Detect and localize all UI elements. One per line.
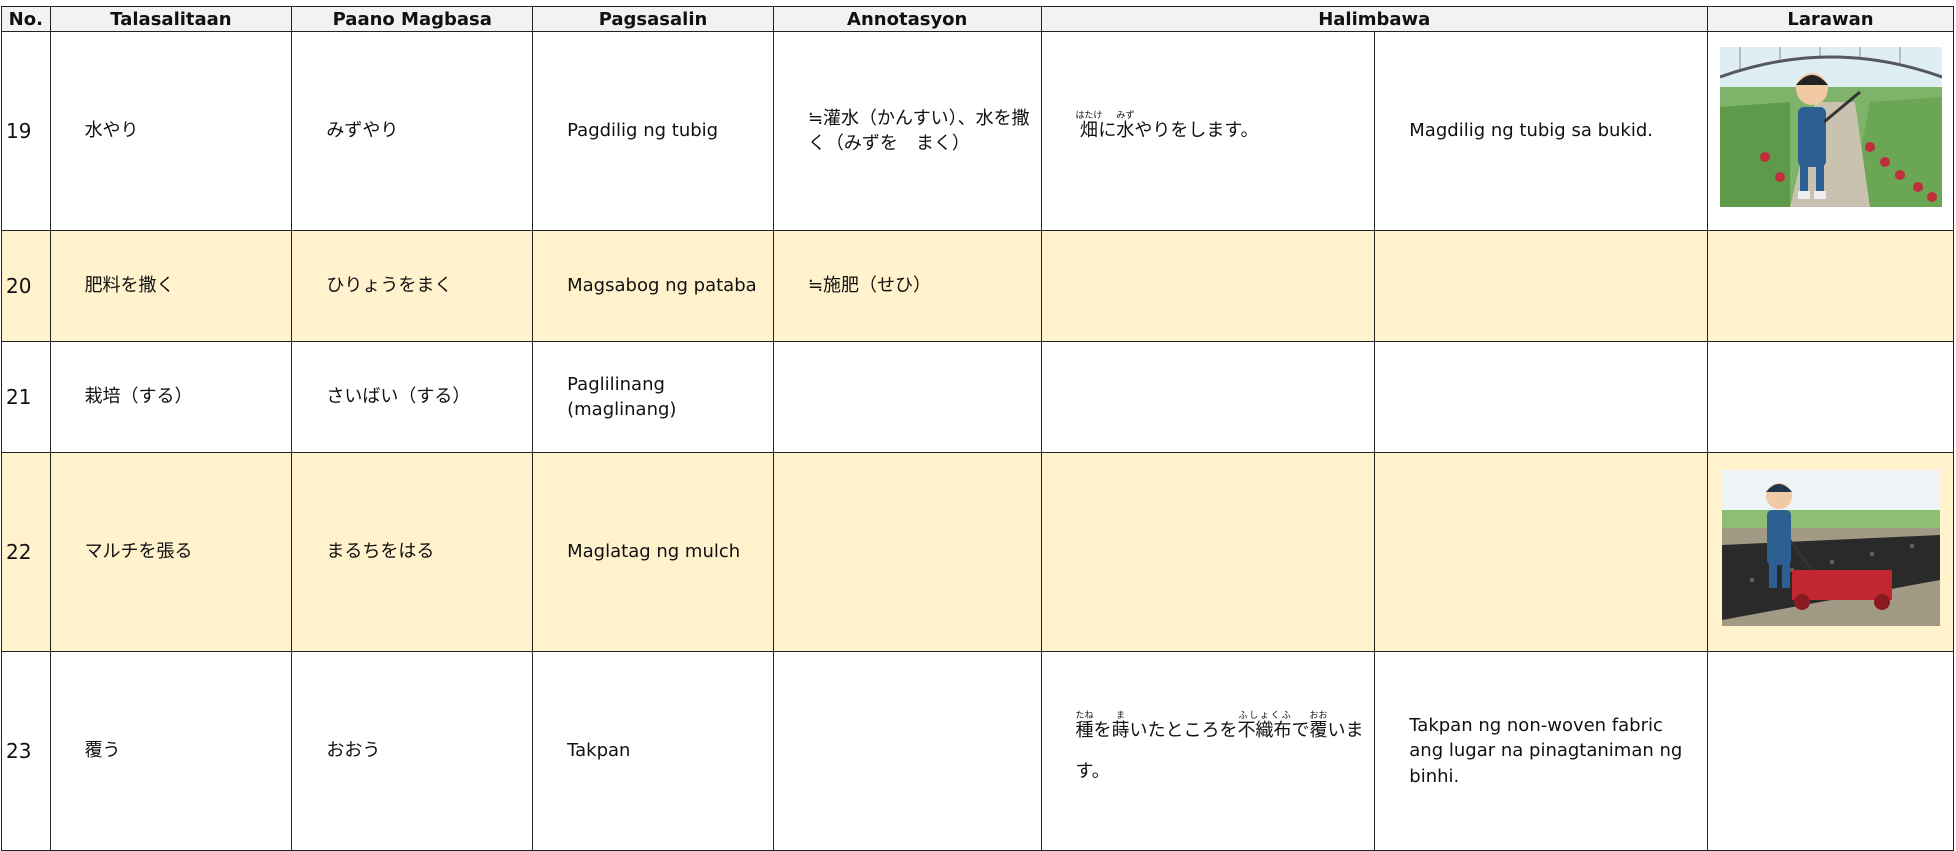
header-row: No. Talasalitaan Paano Magbasa Pagsasalin An… (1, 6, 1954, 32)
translation: Magsabog ng pataba (532, 230, 774, 342)
translation: Maglatag ng mulch (532, 452, 774, 652)
annotation: ≒施肥（せひ） (772, 230, 1042, 342)
column-header: No. (1, 6, 51, 32)
ruby-reading: みず (1116, 111, 1135, 122)
column-header: Annotasyon (772, 6, 1042, 32)
table-row: 19 水やり みずやり Pagdilig ng tubig ≒灌水（かんすい）、水を撒く… (1, 31, 1954, 231)
term: 覆う (49, 651, 293, 851)
annotation (772, 452, 1042, 652)
example (1040, 230, 1376, 342)
picture (1707, 452, 1954, 652)
picture (1707, 341, 1954, 453)
example-translation (1374, 230, 1709, 342)
table-row: 22 マルチを張る まるちをはる Maglatag ng mulch (1, 452, 1954, 652)
ruby-base: 畑 (1075, 120, 1103, 142)
table-wrap: No. Talasalitaan Paano Magbasa Pagsasalin An… (1, 6, 1954, 851)
reading: みずやり (291, 31, 534, 231)
ruby-base: 蒔 (1111, 719, 1130, 741)
column-header: Larawan (1707, 6, 1954, 32)
annotation (772, 341, 1042, 453)
ruby-word: 水みず (1116, 111, 1135, 142)
page: {"table": { "header": ["No.", "Talasalit… (1, 6, 1954, 851)
ruby-word: 覆おお (1309, 711, 1328, 741)
row-number: 22 (1, 452, 51, 652)
example-text: いたところを (1129, 719, 1238, 741)
example-translation: Magdilig ng tubig sa bukid. (1374, 31, 1709, 231)
ruby-word: 蒔ま (1111, 711, 1130, 741)
picture (1707, 31, 1954, 231)
row-number: 23 (1, 651, 51, 851)
row-number: 20 (1, 230, 51, 342)
row-number: 19 (1, 31, 51, 231)
example (1040, 452, 1376, 652)
vocab-table: No. Talasalitaan Paano Magbasa Pagsasalin An… (1, 6, 1954, 851)
column-header: Talasalitaan (49, 6, 293, 32)
table-row: 20 肥料を撒く ひりょうをまく Magsabog ng pataba ≒施肥（せひ） (1, 230, 1954, 342)
translation: Takpan (532, 651, 774, 851)
example-text: います。 (1075, 719, 1364, 782)
term: 肥料を撒く (49, 230, 293, 342)
example-text: やりをします。 (1134, 120, 1259, 142)
reading: さいばい（する） (291, 341, 534, 453)
row-number: 21 (1, 341, 51, 453)
ruby-reading: ふしょくふ (1237, 710, 1292, 721)
term: マルチを張る (49, 452, 293, 652)
ruby-word: 畑はたけ (1076, 111, 1103, 141)
example-text: で (1291, 719, 1310, 741)
example: 畑はたけに水みずやりをします。 (1040, 31, 1376, 231)
ruby-reading: ま (1111, 710, 1130, 721)
column-header: Pagsasalin (532, 6, 774, 32)
ruby-word: 種たね (1075, 711, 1094, 741)
ruby-reading: たね (1075, 710, 1094, 721)
example-translation (1374, 341, 1709, 453)
translation: Paglilinang (maglinang) (532, 341, 774, 453)
ruby-base: 覆 (1309, 719, 1328, 741)
term: 栽培（する） (49, 341, 293, 453)
table-row: 23 覆う おおう Takpan 種たねを蒔まいたところを不織布ふしょくふで覆おおいます… (1, 651, 1954, 851)
reading: おおう (291, 651, 534, 851)
column-header: Paano Magbasa (291, 6, 534, 32)
illustration-mulch (1721, 470, 1940, 627)
ruby-base: 不織布 (1237, 719, 1292, 741)
annotation: ≒灌水（かんすい）、水を撒く（みずを まく） (772, 31, 1042, 231)
term: 水やり (49, 31, 293, 231)
example-translation: Takpan ng non-woven fabric ang lugar na … (1374, 651, 1709, 851)
illustration-watering (1718, 47, 1943, 208)
ruby-word: 不織布ふしょくふ (1237, 711, 1292, 741)
ruby-base: 種 (1075, 719, 1094, 741)
column-header: Halimbawa (1040, 6, 1709, 32)
reading: まるちをはる (291, 452, 534, 652)
reading: ひりょうをまく (291, 230, 534, 342)
ruby-reading: おお (1309, 710, 1328, 721)
picture (1707, 230, 1954, 342)
example-text: を (1093, 719, 1112, 741)
ruby-base: 水 (1116, 120, 1135, 142)
picture (1707, 651, 1954, 851)
example-translation (1374, 452, 1709, 652)
table-row: 21 栽培（する） さいばい（する） Paglilinang (maglinang) (1, 341, 1954, 453)
example: 種たねを蒔まいたところを不織布ふしょくふで覆おおいます。 (1040, 651, 1376, 851)
example (1040, 341, 1376, 453)
table-body: 19 水やり みずやり Pagdilig ng tubig ≒灌水（かんすい）、水を撒く… (1, 31, 1954, 851)
example-text: に (1098, 120, 1117, 142)
ruby-reading: はたけ (1075, 111, 1103, 122)
annotation (772, 651, 1042, 851)
translation: Pagdilig ng tubig (532, 31, 774, 231)
